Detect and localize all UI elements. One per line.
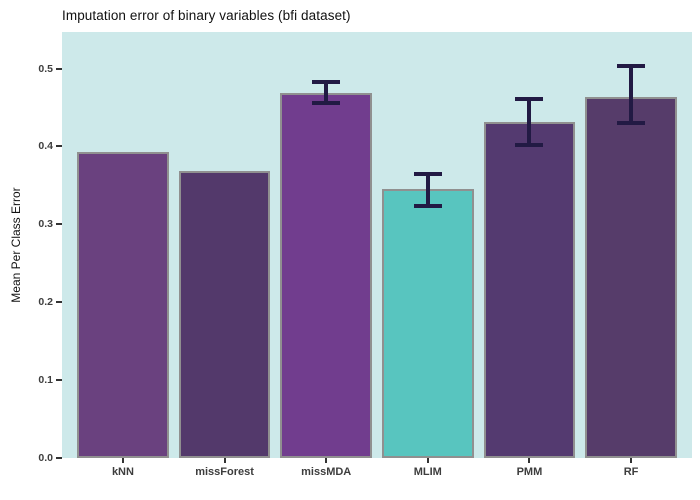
x-tick-mark (426, 458, 429, 463)
chart-title: Imputation error of binary variables (bf… (62, 8, 351, 23)
y-tick-mark (56, 67, 62, 70)
x-tick-mark (528, 458, 531, 463)
bar-missForest (178, 171, 271, 458)
errorbar-cap-top-PMM (515, 96, 544, 101)
bar-missMDA (280, 92, 372, 458)
y-tick-label: 0.4 (38, 140, 53, 153)
y-tick-label: 0.3 (38, 218, 53, 231)
bar-PMM (483, 122, 576, 458)
y-tick-label: 0.0 (38, 452, 53, 464)
y-tick-mark (56, 379, 62, 382)
x-tick-mark (223, 458, 226, 463)
errorbar-cap-top-missMDA (312, 79, 341, 84)
y-tick-label: 0.2 (38, 296, 53, 309)
x-tick-label-RF: RF (623, 466, 639, 478)
y-tick-mark (56, 223, 62, 226)
y-tick-label: 0.1 (38, 374, 53, 387)
errorbar-cap-top-RF (617, 64, 646, 69)
errorbar-stem-MLIM (425, 173, 430, 207)
errorbar-cap-top-MLIM (413, 171, 442, 176)
errorbar-cap-bottom-MLIM (413, 204, 442, 209)
y-tick-mark (56, 145, 62, 148)
bar-RF (585, 96, 677, 458)
y-tick-label: 0.5 (38, 62, 53, 75)
x-tick-label-kNN: kNN (111, 466, 134, 478)
x-tick-mark (121, 458, 124, 463)
errorbar-stem-RF (629, 66, 634, 124)
errorbar-cap-bottom-PMM (515, 142, 544, 147)
y-tick-mark (56, 301, 62, 304)
bar-MLIM (382, 189, 474, 458)
errorbar-cap-bottom-missMDA (312, 100, 341, 105)
x-tick-label-missForest: missForest (195, 466, 254, 478)
x-tick-label-MLIM: MLIM (413, 466, 442, 478)
errorbar-stem-missMDA (324, 81, 329, 103)
x-tick-label-missMDA: missMDA (301, 466, 352, 478)
x-tick-label-PMM: PMM (516, 466, 543, 478)
y-tick-mark (56, 457, 62, 459)
x-tick-mark (325, 458, 328, 463)
x-tick-mark (630, 458, 633, 463)
errorbar-cap-bottom-RF (617, 121, 646, 126)
errorbar-stem-PMM (527, 98, 532, 145)
bar-kNN (77, 151, 169, 458)
